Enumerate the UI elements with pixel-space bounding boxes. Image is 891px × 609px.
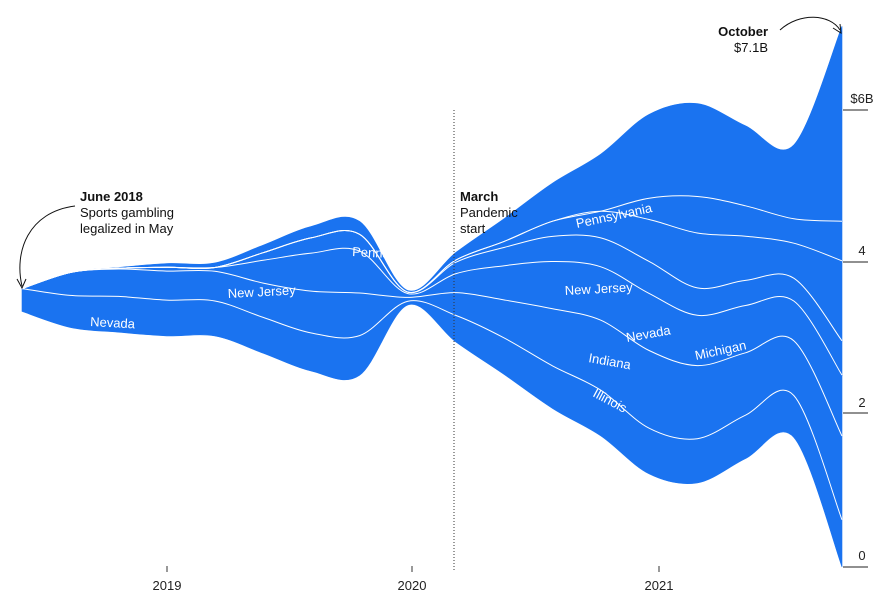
annotation-june-line1: Sports gambling xyxy=(80,205,174,220)
annotation-october: October $7.1B xyxy=(718,16,842,55)
annotation-june-title: June 2018 xyxy=(80,189,143,204)
stream-boundary-new-jersey xyxy=(21,288,843,520)
x-tick-label-2021: 2021 xyxy=(645,578,674,593)
area-label-new-jersey: New Jersey xyxy=(227,282,296,301)
stream-areas xyxy=(21,26,843,568)
stream-boundary-other-states xyxy=(21,195,843,293)
area-label-nevada: Nevada xyxy=(90,314,136,331)
x-tick-label-2020: 2020 xyxy=(398,578,427,593)
y-tick-label-2: 2 xyxy=(858,395,865,410)
stream-boundary-pennsylvania xyxy=(21,268,843,437)
annotation-march-line2: start xyxy=(460,221,486,236)
area-label-indiana: Indiana xyxy=(587,350,632,372)
y-axis: 0 2 4 $6B xyxy=(843,91,874,568)
arrowhead-icon xyxy=(832,23,842,34)
x-tick-label-2019: 2019 xyxy=(153,578,182,593)
y-tick-label-4: 4 xyxy=(858,243,865,258)
x-axis: 2019 2020 2021 xyxy=(153,566,674,593)
y-tick-label-6: $6B xyxy=(850,91,873,106)
y-tick-label-0: 0 xyxy=(858,548,865,563)
series-separator-lines xyxy=(21,195,843,520)
annotation-june-2018: June 2018 Sports gambling legalized in M… xyxy=(16,189,174,290)
annotation-october-title: October xyxy=(718,24,768,39)
area-label-pennsylvania: Pennsylvania xyxy=(352,244,431,263)
annotation-june-arrow xyxy=(19,205,76,287)
annotation-october-arrow xyxy=(779,16,841,31)
annotation-march-title: March xyxy=(460,189,498,204)
arrowhead-icon xyxy=(16,278,27,290)
annotation-october-value: $7.1B xyxy=(734,40,768,55)
area-label-new-jersey-2021: New Jersey xyxy=(564,279,633,298)
annotation-june-line2: legalized in May xyxy=(80,221,174,236)
annotation-march-line1: Pandemic xyxy=(460,205,518,220)
annotation-march: March Pandemic start xyxy=(460,189,518,236)
